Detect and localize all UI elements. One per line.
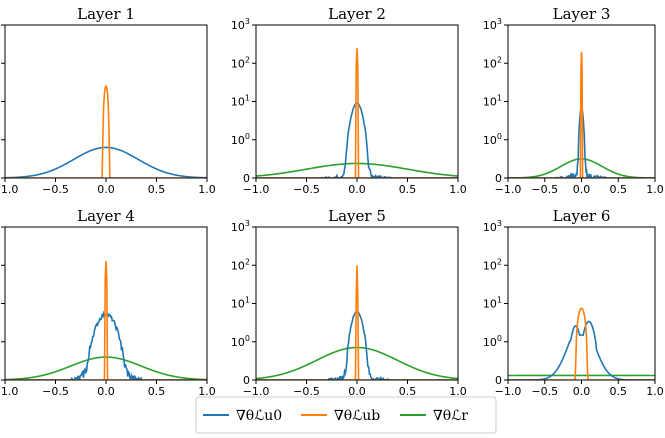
y-tick-label: 103	[231, 17, 250, 32]
y-tick-label: 102	[231, 257, 250, 272]
x-tick-label: −0.5	[531, 385, 558, 398]
series-ub-line	[508, 51, 655, 178]
x-tick-label: 1.0	[449, 183, 467, 196]
x-tick-label: −1.0	[495, 183, 522, 196]
x-tick-label: −0.5	[42, 385, 69, 398]
y-tick-label: 103	[231, 219, 250, 234]
panel-title: Layer 3	[553, 5, 611, 23]
series-r-line	[256, 162, 458, 177]
legend-label-u0: ∇θℒu0	[236, 408, 282, 424]
y-tick-label: 103	[483, 17, 502, 32]
panel-2: Layer 2 −1.0 −0.5 0.0 0.5 1.0 0 100 101 102 103	[231, 5, 467, 196]
panel-title: Layer 1	[77, 5, 135, 23]
panel-6: Layer 6 −1.0 −0.5 0.0 0.5 1.0 0 100 101 102 103	[483, 207, 664, 398]
x-tick-label: 0.0	[97, 183, 115, 196]
legend-box	[195, 396, 497, 434]
x-tick-label: 0.0	[573, 385, 591, 398]
legend: ∇θℒu0 ∇θℒub ∇θℒr	[195, 396, 497, 434]
y-tick-label: 100	[483, 334, 502, 349]
y-tick-label: 100	[231, 132, 250, 147]
axes-frame	[4, 24, 208, 179]
x-tick-label: 1.0	[198, 385, 216, 398]
x-tick-label: 0.0	[573, 183, 591, 196]
axes-frame	[255, 24, 459, 179]
x-tick-label: 0.5	[399, 183, 417, 196]
panel-5: Layer 5 −1.0 −0.5 0.0 0.5 1.0 0 100 101 102 103	[231, 207, 467, 398]
x-tick-label: −0.5	[293, 385, 320, 398]
x-tick-label: −1.0	[495, 385, 522, 398]
x-tick-label: 0.0	[348, 385, 366, 398]
series-u0-line	[5, 146, 207, 178]
x-tick-label: 0.5	[399, 385, 417, 398]
y-tick-label: 0	[243, 172, 250, 185]
x-tick-label: 0.0	[97, 385, 115, 398]
x-tick-label: −1.0	[243, 183, 270, 196]
x-tick-label: −1.0	[0, 385, 18, 398]
x-tick-label: 1.0	[198, 183, 216, 196]
y-tick-label: 100	[483, 132, 502, 147]
x-tick-label: −1.0	[0, 183, 18, 196]
y-tick-label: 0	[495, 172, 502, 185]
panel-title: Layer 2	[328, 5, 386, 23]
y-tick-label: 100	[231, 334, 250, 349]
y-tick-label: 0	[243, 374, 250, 387]
x-tick-label: −0.5	[293, 183, 320, 196]
series-r-line	[5, 356, 207, 380]
y-tick-label: 101	[231, 296, 250, 311]
y-tick-label: 102	[483, 55, 502, 70]
y-tick-label: 101	[231, 94, 250, 109]
series-ub-line	[256, 265, 458, 380]
series-u0-line	[256, 311, 458, 380]
x-tick-label: −1.0	[243, 385, 270, 398]
panel-title: Layer 4	[77, 207, 135, 225]
x-tick-label: 1.0	[646, 183, 664, 196]
series-ub-line	[256, 47, 458, 178]
axes-frame	[507, 226, 656, 381]
legend-label-r: ∇θℒr	[433, 408, 468, 424]
series-r-line	[508, 158, 655, 178]
legend-label-ub: ∇θℒub	[334, 408, 380, 424]
x-tick-label: 0.5	[610, 385, 628, 398]
y-tick-label: 102	[231, 55, 250, 70]
x-tick-label: 0.5	[148, 385, 166, 398]
series-ub-line	[5, 260, 207, 380]
axes-frame	[255, 226, 459, 381]
x-tick-label: 1.0	[449, 385, 467, 398]
series-u0-line	[256, 102, 458, 178]
x-tick-label: −0.5	[42, 183, 69, 196]
y-tick-label: 103	[483, 219, 502, 234]
series-u0-line	[508, 320, 655, 380]
y-tick-label: 101	[483, 94, 502, 109]
series-ub-line	[5, 84, 207, 178]
series-ub-line	[508, 307, 655, 380]
panel-title: Layer 5	[328, 207, 386, 225]
y-tick-label: 102	[483, 257, 502, 272]
x-tick-label: 0.0	[348, 183, 366, 196]
series-u0-line	[508, 105, 655, 178]
x-tick-label: −0.5	[531, 183, 558, 196]
panel-title: Layer 6	[553, 207, 611, 225]
x-tick-label: 1.0	[646, 385, 664, 398]
y-tick-label: 101	[483, 296, 502, 311]
panel-3: Layer 3 −1.0 −0.5 0.0 0.5 1.0 0 100 101 102 103	[483, 5, 664, 196]
y-tick-label: 0	[495, 374, 502, 387]
x-tick-label: 0.5	[610, 183, 628, 196]
x-tick-label: 0.5	[148, 183, 166, 196]
series-u0-line	[5, 310, 207, 380]
series-r-line	[256, 346, 458, 380]
